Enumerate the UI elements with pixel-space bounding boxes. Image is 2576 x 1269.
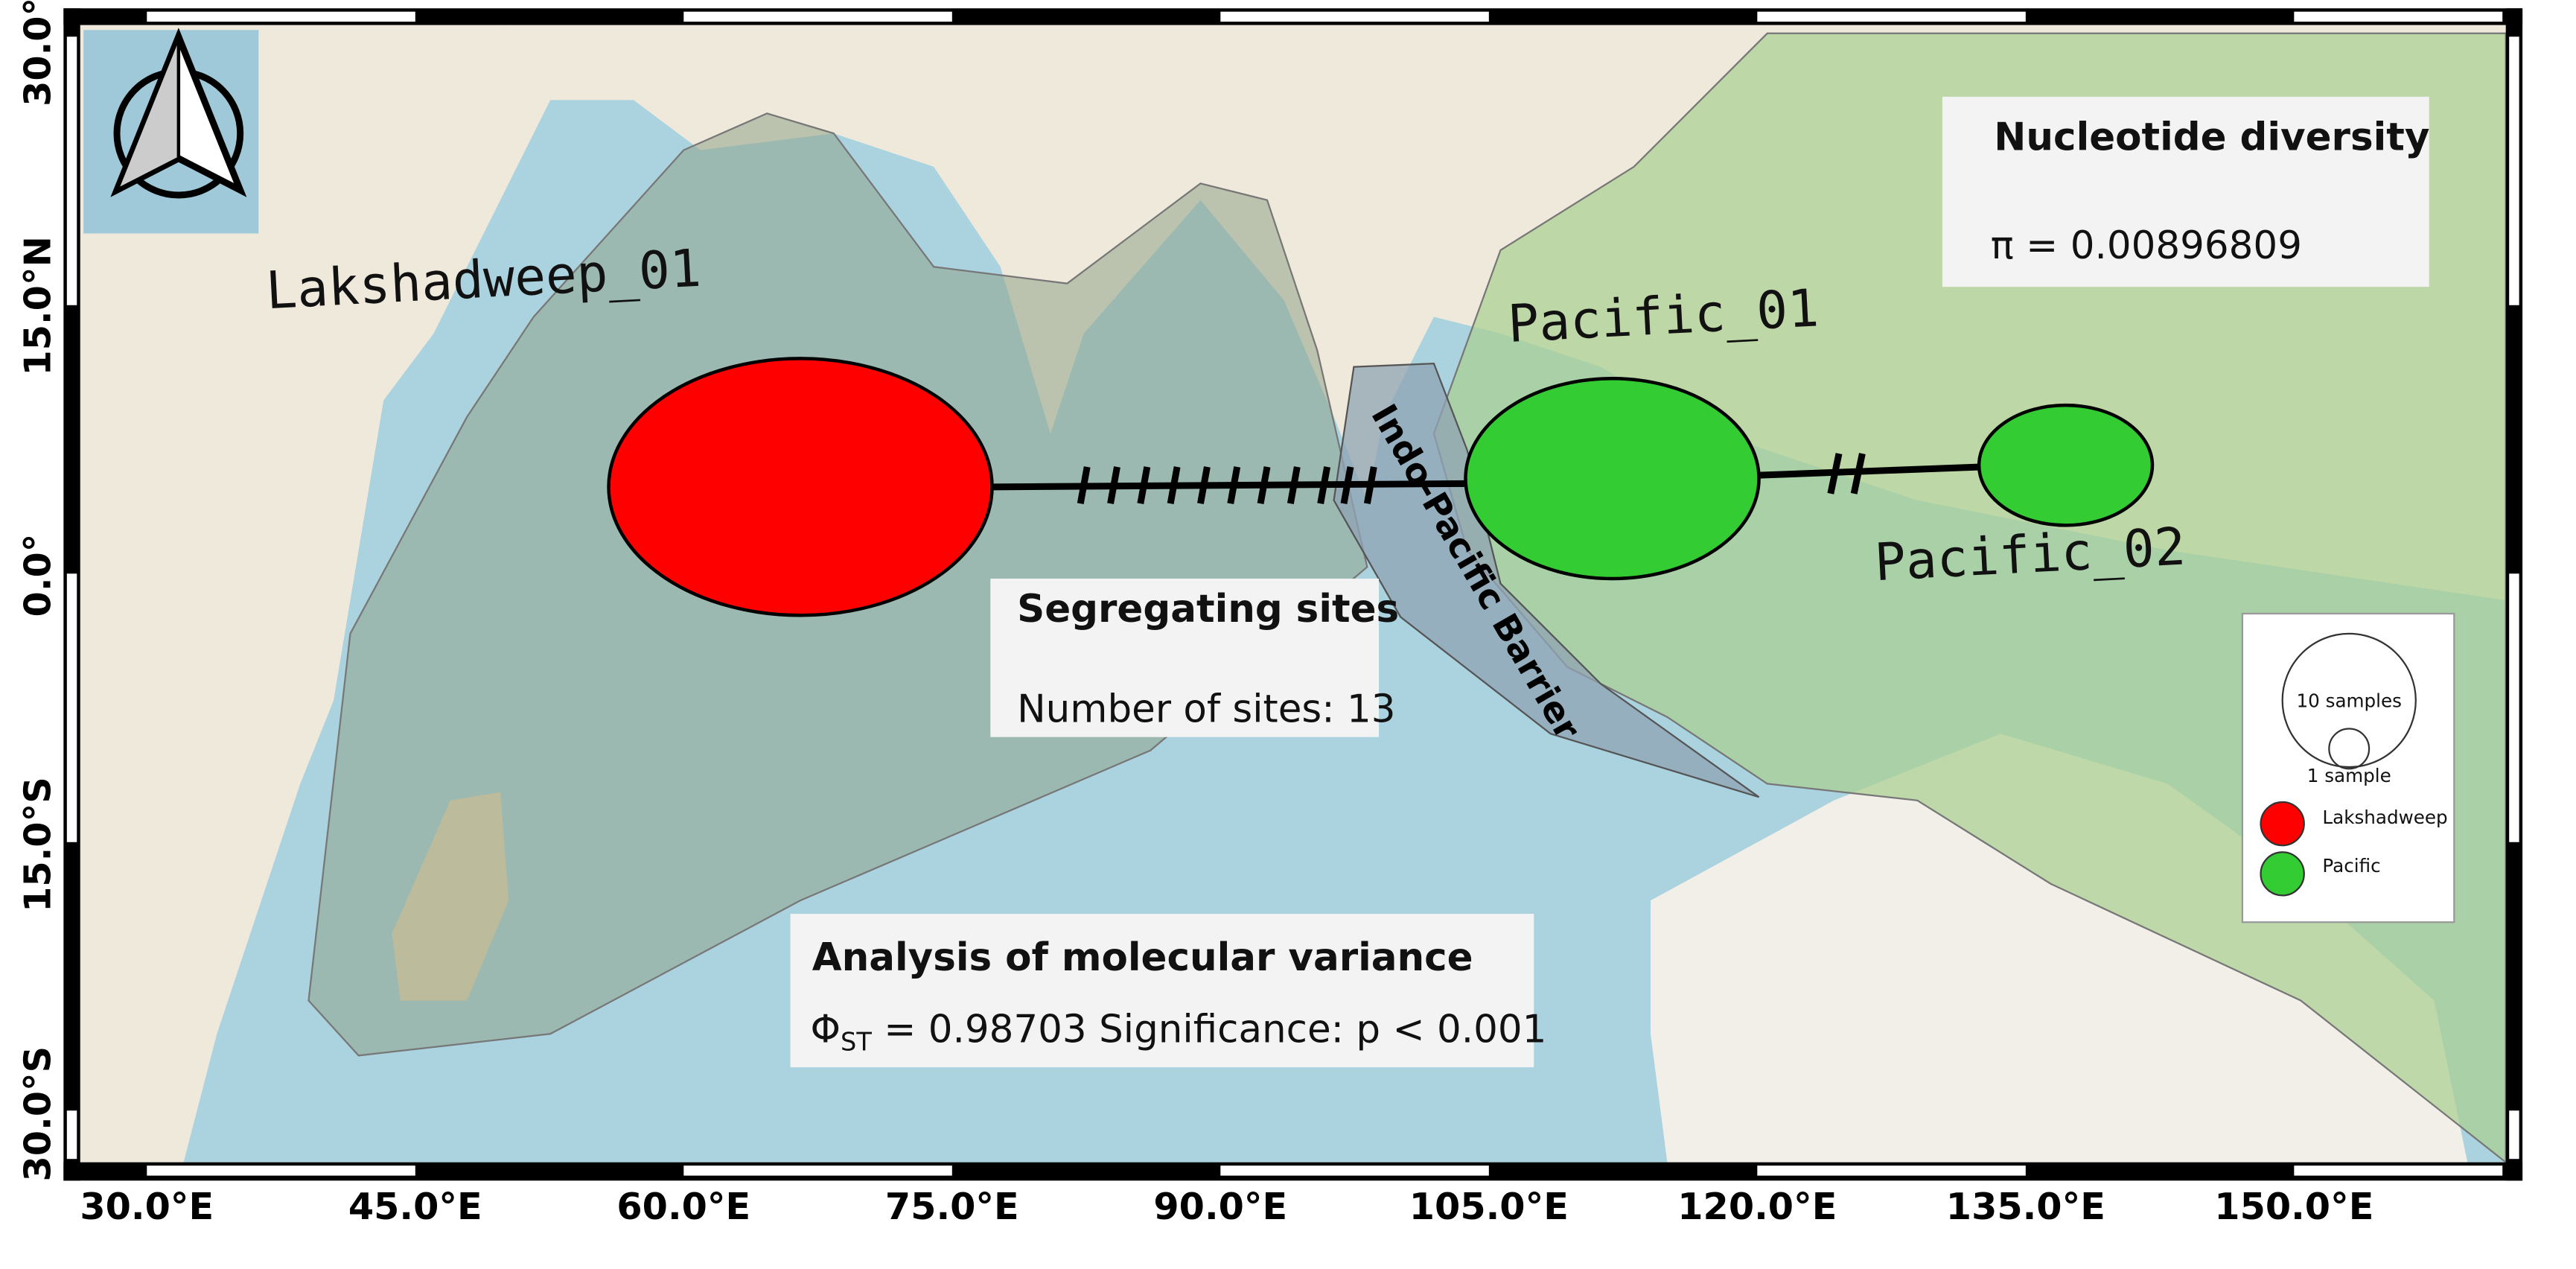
box-text: Number of sites: 13 <box>1017 687 1395 732</box>
legend-swatch <box>2260 851 2305 897</box>
network <box>607 357 2155 617</box>
frame-segment <box>147 11 415 22</box>
frame-segment <box>147 1165 415 1176</box>
frame-segment <box>66 36 77 305</box>
box-title: Nucleotide diversity <box>1994 115 2429 160</box>
network-link <box>992 480 1467 491</box>
frame <box>63 8 2523 1181</box>
australia <box>1651 734 2468 1163</box>
phi: Φ <box>810 1007 841 1052</box>
legend-label: Pacific <box>2322 855 2380 877</box>
tick-labels: 30.0°E 45.0°E 60.0°E 75.0°E 90.0°E 105.0°E 120… <box>16 0 2373 1228</box>
frame-segment <box>1757 1165 2026 1176</box>
frame-segment <box>1220 11 1489 22</box>
frame-segment <box>66 573 77 842</box>
longitude-label: 135.0°E <box>1946 1185 2105 1228</box>
network-link <box>1759 463 1981 479</box>
haplotype-node <box>1464 377 1761 581</box>
frame-segment <box>683 11 952 22</box>
size-circle <box>2281 632 2417 769</box>
size-label: 10 samples <box>2296 690 2402 711</box>
box-text: π = 0.00896809 <box>1991 223 2302 268</box>
box-title: Segregating sites <box>1017 587 1399 632</box>
haplotype-node <box>1977 403 2155 527</box>
info-box <box>1942 96 2429 287</box>
frame-segment <box>2509 573 2519 842</box>
frame-segment <box>1220 1165 1489 1176</box>
longitude-label: 30.0°E <box>80 1185 214 1228</box>
size-label: 1 sample <box>2307 765 2391 786</box>
barrier-region <box>1333 362 1760 798</box>
pacific-region <box>1432 32 2507 1165</box>
legend-label: Lakshadweep <box>2322 807 2447 828</box>
latitude-label: 0.0° <box>16 534 59 617</box>
longitude-label: 90.0°E <box>1153 1185 1287 1228</box>
africa <box>80 25 551 1163</box>
longitude-label: 105.0°E <box>1409 1185 1569 1228</box>
latitude-label: 15.0°S <box>16 777 59 912</box>
legend-swatch <box>2260 801 2305 847</box>
frame-segment <box>66 1110 77 1160</box>
legend: 10 samples 1 sample Lakshadweep Pacific <box>2241 612 2455 923</box>
box-text: ΦST = 0.98703 Significance: p < 0.001 <box>810 1007 1546 1056</box>
mutation-marks <box>1077 453 1866 505</box>
box-title: Analysis of molecular variance <box>812 935 1473 980</box>
phi-subscript: ST <box>841 1028 872 1057</box>
frame-segment <box>1757 11 2026 22</box>
info-box <box>990 578 1380 737</box>
latitude-label: 30.0°N <box>16 0 59 106</box>
frame-segment <box>2294 1165 2503 1176</box>
longitude-label: 150.0°E <box>2214 1185 2373 1228</box>
frame-segment <box>2294 11 2503 22</box>
latitude-label: 30.0°S <box>16 1046 59 1182</box>
haplotype-node <box>607 357 994 617</box>
north-arrow-half <box>113 36 181 194</box>
frame-segment <box>2509 1110 2519 1160</box>
longitude-label: 45.0°E <box>348 1185 482 1228</box>
frame-segment <box>2509 36 2519 305</box>
size-circle <box>2328 728 2371 770</box>
amova-text: = 0.98703 Significance: p < 0.001 <box>872 1007 1547 1052</box>
longitude-label: 75.0°E <box>885 1185 1019 1228</box>
longitude-label: 120.0°E <box>1677 1185 1837 1228</box>
longitude-label: 60.0°E <box>616 1185 750 1228</box>
latitude-label: 15.0°N <box>16 236 59 375</box>
info-box <box>790 914 1534 1068</box>
frame-segment <box>683 1165 952 1176</box>
